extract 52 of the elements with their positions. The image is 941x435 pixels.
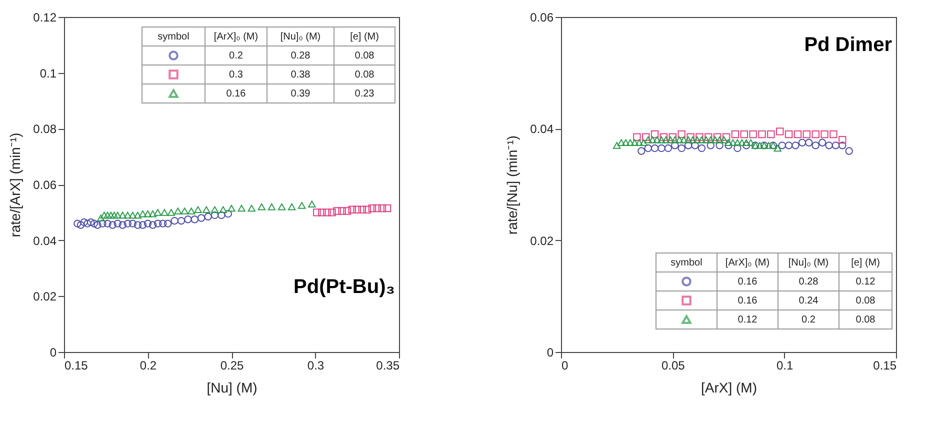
annotation: Pd Dimer	[804, 34, 892, 56]
y-axis-title: rate/[ArX] (min⁻¹)	[7, 132, 24, 238]
annotation: 0.16	[226, 88, 246, 100]
x-tick-label: 0.15	[873, 358, 897, 372]
x-tick-label: 0	[562, 358, 568, 372]
annotation: [Nu]₀ (M)	[280, 32, 321, 42]
annotation: 0.16	[738, 276, 758, 288]
annotation: [e] (M)	[350, 32, 379, 42]
annotation: [Nu]₀ (M)	[788, 258, 829, 268]
x-tick-label: 0.15	[64, 358, 88, 372]
annotation: 0.2	[229, 50, 244, 62]
y-tick-label: 0.06	[33, 178, 57, 192]
y-tick-label: 0.02	[33, 290, 57, 304]
x-axis-title: [Nu] (M)	[206, 380, 258, 396]
y-tick-label: 0	[546, 346, 554, 360]
annotation: 0.12	[738, 314, 758, 326]
y-tick-label: 0.04	[33, 234, 57, 248]
annotation: [ArX]₀ (M)	[214, 32, 258, 42]
annotation: [ArX]₀ (M)	[725, 258, 770, 268]
annotation: 0.39	[290, 88, 311, 100]
annotation: 0.38	[290, 70, 311, 80]
x-tick-label: 0.25	[220, 358, 244, 372]
annotation: [e] (M)	[851, 258, 880, 268]
annotation: 0.12	[856, 276, 876, 288]
y-tick-label: 0.12	[33, 10, 57, 24]
annotation: 0.28	[798, 276, 819, 288]
y-axis-title: rate/[Nu] (min⁻¹)	[504, 135, 520, 235]
annotation: Pd(Pt-Bu)₃	[294, 276, 395, 298]
y-tick-label: 0.08	[33, 122, 57, 136]
x-tick-label: 0.35	[376, 358, 400, 372]
x-tick-label: 0.1	[776, 358, 794, 372]
annotation: 0.16	[738, 296, 758, 306]
y-tick-label: 0.02	[530, 234, 554, 248]
annotation: 0.24	[798, 296, 819, 306]
x-tick-label: 0.05	[661, 358, 686, 372]
y-tick-label: 0.04	[530, 122, 554, 136]
annotation: 0.08	[354, 70, 375, 80]
y-tick-label: 0.06	[530, 10, 554, 24]
y-tick-label: 0	[50, 346, 57, 360]
annotation: 0.23	[354, 88, 375, 100]
x-axis-title: [ArX] (M)	[701, 380, 757, 396]
annotation: symbol	[158, 32, 190, 42]
annotation: symbol	[670, 258, 702, 268]
annotation: 0.2	[802, 314, 816, 326]
annotation: 0.08	[354, 50, 375, 62]
annotation: 0.3	[229, 70, 244, 80]
x-tick-label: 0.2	[140, 358, 157, 372]
y-tick-label: 0.1	[40, 66, 57, 80]
annotation: 0.08	[856, 314, 876, 326]
annotation: 0.08	[856, 296, 876, 306]
x-tick-label: 0.3	[307, 358, 324, 372]
annotation: 0.28	[290, 50, 311, 62]
